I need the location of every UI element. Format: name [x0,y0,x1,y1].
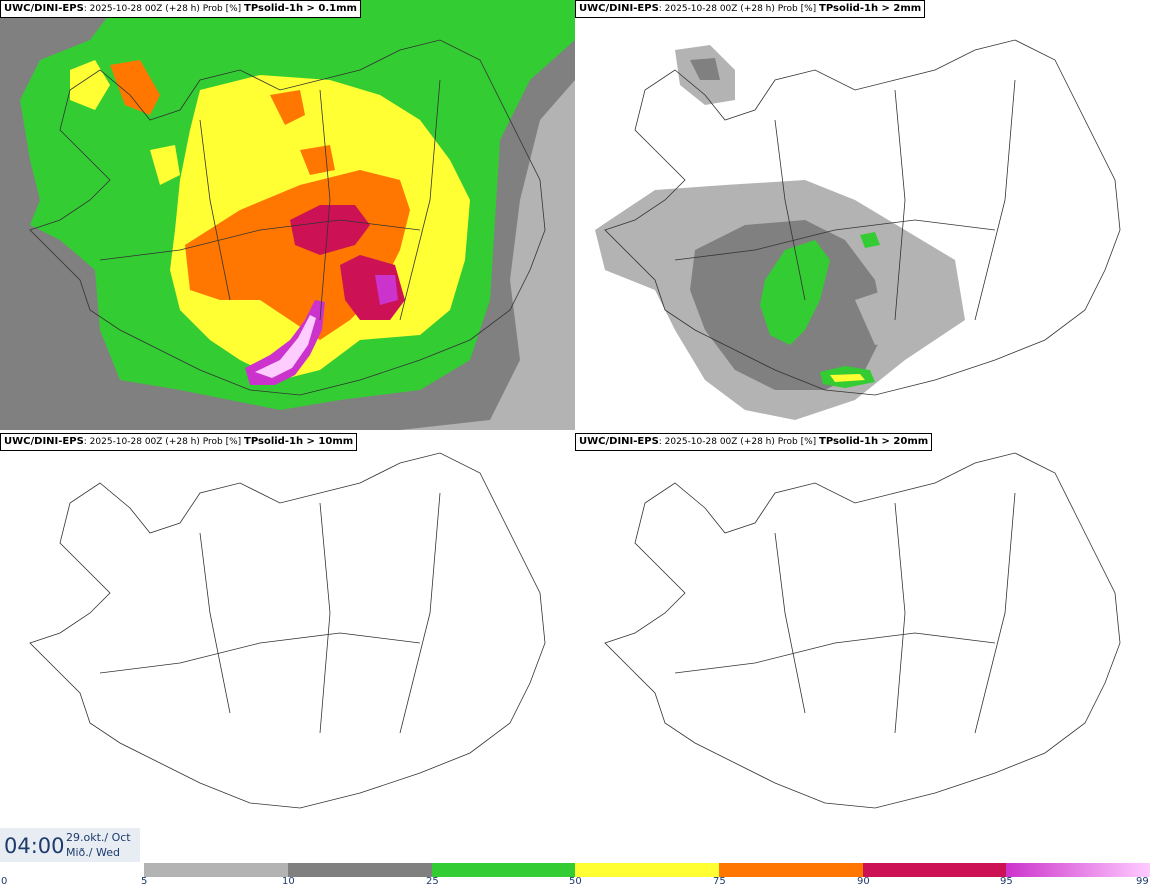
run-info: : 2025-10-28 00Z (+28 h) Prob [%] [658,4,820,14]
colorbar-segment-50-75 [575,863,719,877]
legend-tick: 50 [569,876,582,887]
probability-colorbar [144,863,1150,877]
probability-map-0p1mm [0,0,575,430]
run-info: : 2025-10-28 00Z (+28 h) Prob [%] [83,4,245,14]
run-info: : 2025-10-28 00Z (+28 h) Prob [%] [83,437,245,447]
map-panel-10mm: UWC/DINI-EPS: 2025-10-28 00Z (+28 h) Pro… [0,433,575,863]
panel-title: UWC/DINI-EPS: 2025-10-28 00Z (+28 h) Pro… [575,0,926,18]
colorbar-segment-95-99 [1006,863,1150,877]
field-name: TPsolid-1h > 0.1mm [244,3,357,14]
legend-tick: 10 [282,876,295,887]
probability-map-10mm [29,452,546,809]
colorbar-segment-75-90 [719,863,863,877]
model-name: UWC/DINI-EPS [579,3,659,14]
model-name: UWC/DINI-EPS [579,436,659,447]
valid-time-box [0,828,140,862]
legend-tick: 95 [1000,876,1013,887]
legend-tick: 5 [141,876,148,887]
legend-tick: 25 [426,876,439,887]
colorbar-segment-25-50 [432,863,575,877]
panel-title: UWC/DINI-EPS: 2025-10-28 00Z (+28 h) Pro… [0,0,361,18]
probability-map-20mm [604,452,1121,809]
valid-time: 04:00 [4,834,65,858]
panel-title: UWC/DINI-EPS: 2025-10-28 00Z (+28 h) Pro… [575,433,933,451]
colorbar-segment-10-25 [288,863,432,877]
colorbar-segment-5-10 [144,863,288,877]
valid-date: 29.okt./ Oct [66,831,131,844]
field-name: TPsolid-1h > 20mm [819,436,929,447]
map-panel-0p1mm: UWC/DINI-EPS: 2025-10-28 00Z (+28 h) Pro… [0,0,575,430]
run-info: : 2025-10-28 00Z (+28 h) Prob [%] [658,437,820,447]
legend-tick: 99 [1136,876,1149,887]
legend-tick: 0 [1,876,8,887]
field-name: TPsolid-1h > 2mm [819,3,922,14]
legend-tick: 90 [857,876,870,887]
probability-map-2mm [595,39,1121,420]
panel-title: UWC/DINI-EPS: 2025-10-28 00Z (+28 h) Pro… [0,433,358,451]
map-panel-2mm: UWC/DINI-EPS: 2025-10-28 00Z (+28 h) Pro… [575,0,1150,430]
model-name: UWC/DINI-EPS [4,436,84,447]
legend-tick: 75 [713,876,726,887]
valid-day: Mið./ Wed [66,846,120,859]
map-panel-20mm: UWC/DINI-EPS: 2025-10-28 00Z (+28 h) Pro… [575,433,1150,863]
field-name: TPsolid-1h > 10mm [244,436,354,447]
model-name: UWC/DINI-EPS [4,3,84,14]
colorbar-segment-90-95 [863,863,1006,877]
